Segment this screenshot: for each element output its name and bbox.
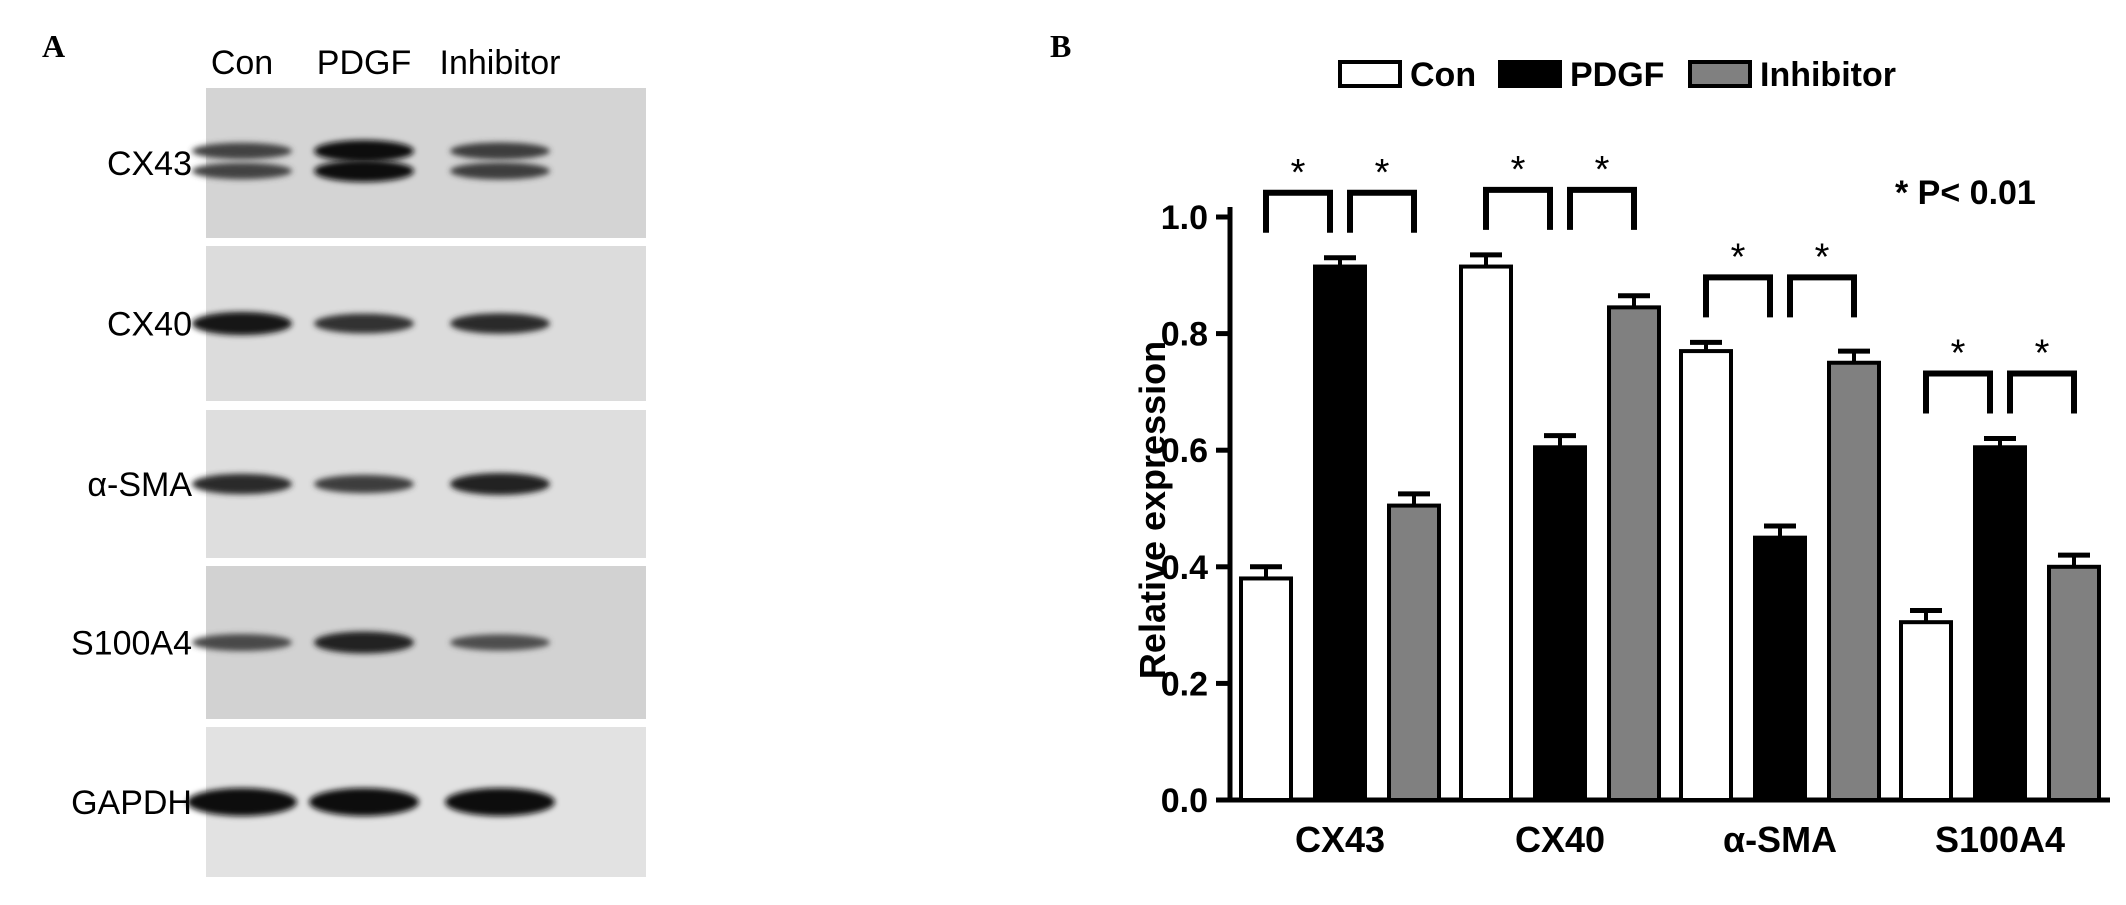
lane-label-pdgf: PDGF — [317, 44, 411, 82]
western-blot: Con PDGF Inhibitor CX43 CX40 α-SMA S100A4 GAPD… — [71, 44, 646, 877]
blot-row-4: GAPDH — [71, 727, 646, 877]
blot-row-3: S100A4 — [71, 566, 646, 719]
blot-band — [192, 634, 292, 651]
significance-bracket — [2007, 370, 2077, 414]
x-tick-label: α-SMA — [1723, 819, 1837, 860]
y-tick-label: 0.8 — [1161, 316, 1208, 354]
blot-band — [450, 162, 550, 180]
significance-star: * — [1595, 149, 1610, 191]
x-tick-label: S100A4 — [1935, 819, 2065, 860]
significance-star: * — [1951, 333, 1966, 375]
blot-row-2: α-SMA — [87, 410, 646, 558]
bar-pdgf-3 — [1973, 445, 2027, 802]
significance-bracket — [1703, 274, 1773, 318]
legend-swatch — [1498, 60, 1562, 88]
significance-note: * P< 0.01 — [1895, 174, 2036, 212]
lane-label-con: Con — [211, 44, 273, 82]
blot-band — [450, 313, 550, 334]
significance-bracket — [1347, 189, 1417, 233]
y-tick-label: 0.0 — [1161, 782, 1208, 820]
blot-row-label: α-SMA — [87, 466, 192, 504]
bar-inhibitor-2 — [1827, 360, 1881, 802]
bar-inhibitor-0 — [1387, 503, 1441, 802]
legend-label: Inhibitor — [1760, 56, 1896, 94]
y-tick-label: 0.2 — [1161, 665, 1208, 703]
significance-bracket — [1787, 274, 1857, 318]
legend-item-con: Con — [1338, 56, 1476, 94]
blot-row-label: S100A4 — [71, 625, 192, 663]
significance-star: * — [1731, 236, 1746, 278]
y-tick-label: 0.4 — [1161, 549, 1208, 587]
bar-pdgf-0 — [1313, 264, 1367, 802]
blot-row-label: CX40 — [107, 306, 192, 344]
significance-star: * — [1291, 152, 1306, 194]
blot-band — [314, 140, 414, 162]
blot-row-label: GAPDH — [71, 784, 192, 822]
significance-bracket — [1483, 186, 1553, 230]
blot-band — [187, 788, 297, 816]
blot-band — [314, 631, 414, 654]
blot-row-1: CX40 — [107, 246, 646, 401]
bar-chart: Con PDGF Inhibitor 0.0 0.2 0.4 0.6 0.8 1.0 CX43… — [1132, 56, 2110, 860]
bar-con-2 — [1679, 349, 1733, 802]
blot-band — [450, 634, 550, 651]
bar-con-0 — [1239, 576, 1293, 803]
blot-band — [192, 142, 292, 160]
lane-label-inhibitor: Inhibitor — [440, 44, 561, 82]
blot-band — [314, 474, 414, 494]
x-tick-label: CX43 — [1295, 819, 1385, 860]
significance-bracket — [1263, 189, 1333, 233]
panel-a-letter: A — [42, 28, 66, 64]
y-tick-label: 1.0 — [1161, 199, 1208, 237]
panel-b-letter: B — [1050, 28, 1072, 64]
legend-swatch — [1688, 60, 1752, 88]
y-tick-label: 0.6 — [1161, 432, 1208, 470]
blot-row-label: CX43 — [107, 145, 192, 183]
significance-bracket — [1923, 370, 1993, 414]
legend-item-pdgf: PDGF — [1498, 56, 1664, 94]
blot-band — [450, 142, 550, 160]
blot-band — [445, 788, 555, 816]
bar-inhibitor-1 — [1607, 305, 1661, 802]
blot-band — [309, 788, 419, 816]
y-axis-label: Relative expression — [1132, 341, 1173, 679]
bar-pdgf-2 — [1753, 535, 1807, 803]
legend-swatch — [1338, 60, 1402, 88]
legend-label: Con — [1410, 56, 1476, 94]
x-tick-label: CX40 — [1515, 819, 1605, 860]
bar-pdgf-1 — [1533, 445, 1587, 802]
significance-bracket — [1567, 186, 1637, 230]
blot-band — [314, 313, 414, 334]
significance-star: * — [2035, 333, 2050, 375]
significance-star: * — [1375, 152, 1390, 194]
blot-band — [314, 160, 414, 182]
blot-band — [192, 473, 292, 495]
blot-band — [192, 311, 292, 336]
legend-item-inhibitor: Inhibitor — [1688, 56, 1896, 94]
blot-band — [192, 162, 292, 180]
bar-con-1 — [1459, 264, 1513, 802]
significance-star: * — [1815, 236, 1830, 278]
blot-row-0: CX43 — [107, 88, 646, 238]
bar-inhibitor-3 — [2047, 564, 2101, 802]
blot-band — [450, 473, 550, 495]
blot-membrane — [206, 88, 646, 238]
bar-con-3 — [1899, 620, 1953, 802]
legend-label: PDGF — [1570, 56, 1664, 94]
significance-star: * — [1511, 149, 1526, 191]
